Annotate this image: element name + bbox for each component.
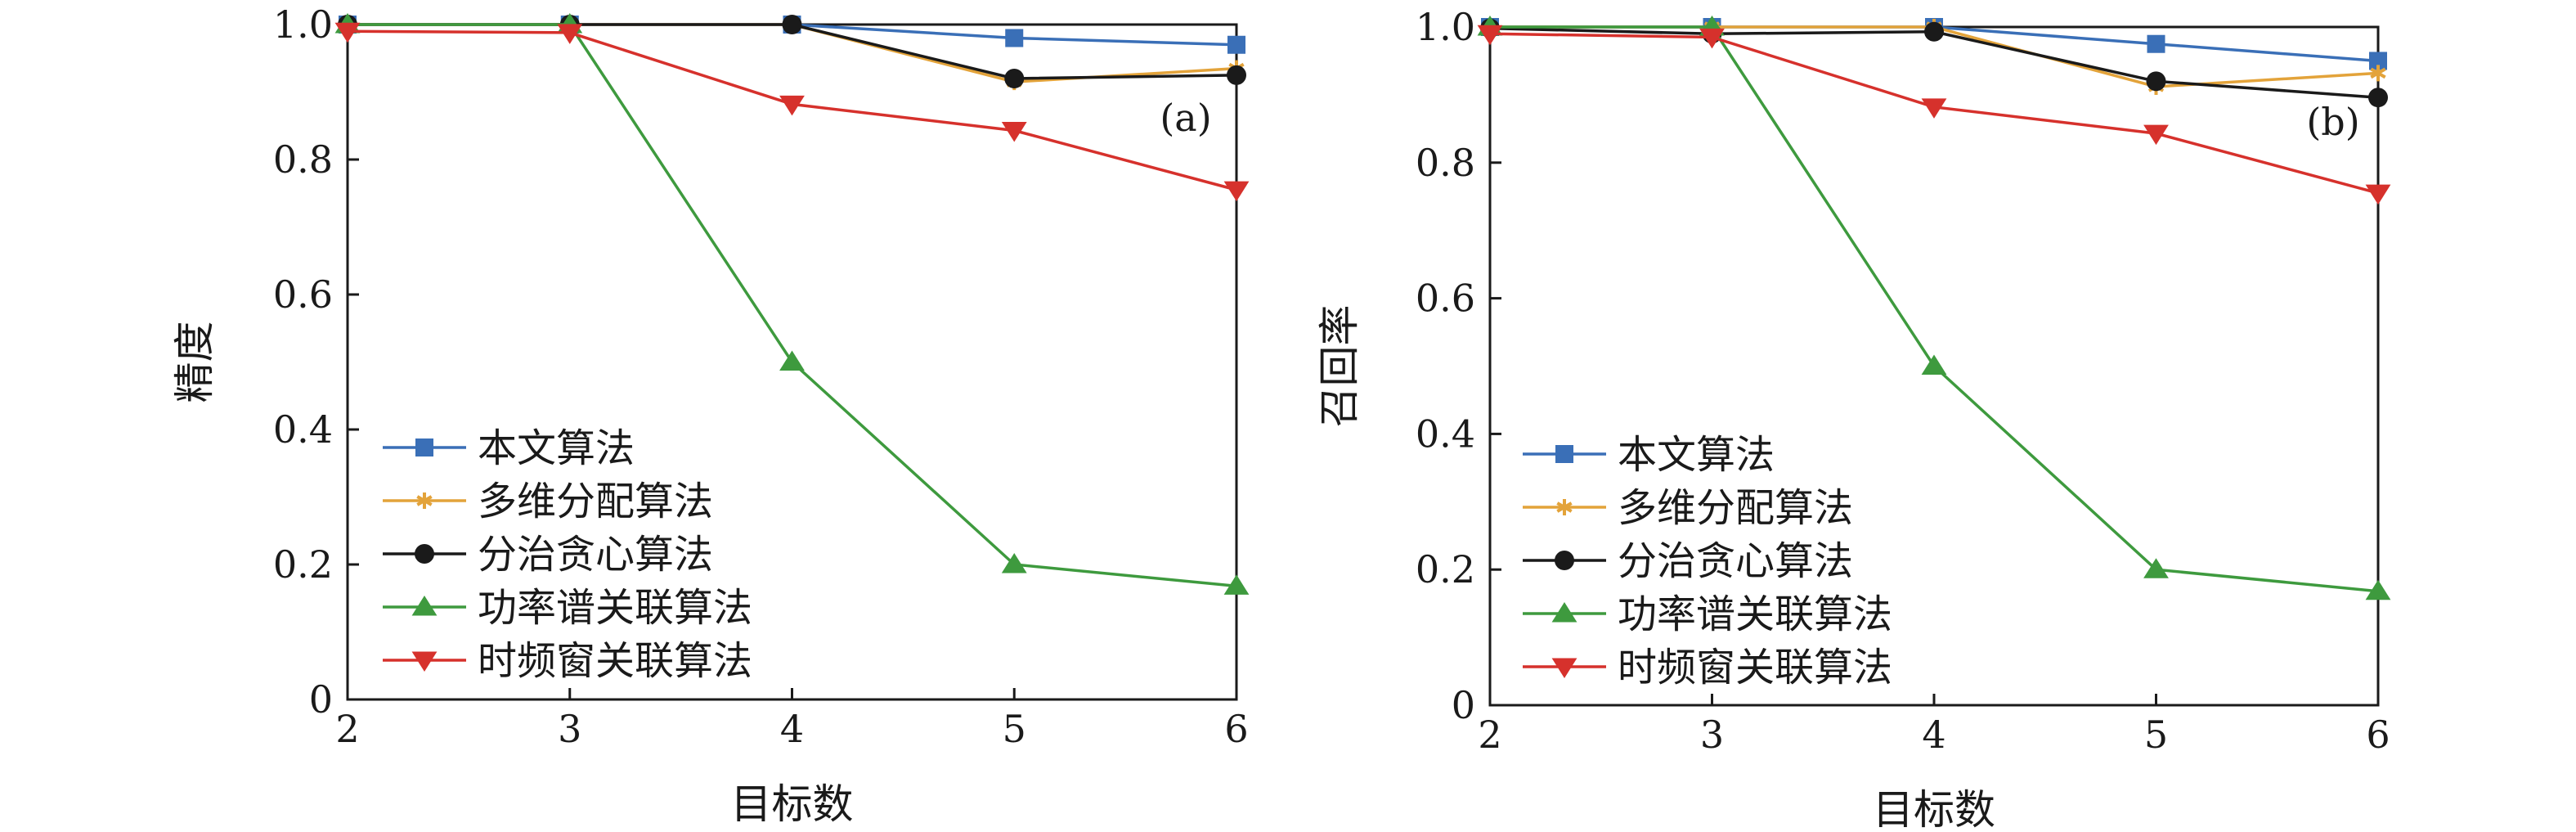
data-point	[2365, 579, 2391, 600]
x-tick-label: 4	[780, 707, 804, 751]
data-point	[1699, 28, 1725, 49]
legend-marker	[1556, 499, 1573, 515]
data-point	[2368, 88, 2388, 108]
y-axis-title: 精度	[171, 322, 218, 403]
legend-label: 多维分配算法	[1618, 485, 1853, 531]
legend-item: 分治贪心算法	[383, 532, 713, 578]
data-point	[557, 24, 583, 44]
legend-label: 时频窗关联算法	[1618, 645, 1892, 690]
legend-label: 时频窗关联算法	[478, 638, 752, 684]
legend-marker	[1551, 658, 1577, 678]
y-tick-label: 1.0	[273, 2, 333, 47]
legend-item: 本文算法	[1523, 432, 1775, 478]
legend-label: 分治贪心算法	[478, 532, 713, 578]
x-axis-title: 目标数	[731, 780, 854, 828]
x-tick-label: 6	[1224, 707, 1248, 751]
legend-marker	[1555, 445, 1573, 463]
series-circle	[1480, 18, 2388, 108]
panel-label: (a)	[1160, 96, 1211, 140]
x-tick-label: 4	[1922, 713, 1945, 757]
data-point	[1924, 21, 1944, 42]
series-triangle-down	[1477, 25, 2391, 205]
data-point	[1921, 354, 1947, 375]
data-point	[2143, 558, 2169, 578]
legend-item: 时频窗关联算法	[1523, 645, 1892, 690]
y-tick-label: 0.6	[1416, 277, 1475, 321]
legend-item: 本文算法	[383, 425, 635, 471]
data-point	[1477, 25, 1503, 46]
chart-panel-b: 2 3 4 5 6 0 0.2 0.4 0.6 0.8 1.0 目标数 召回率 (b) 本文算法多维分配算法…	[1316, 5, 2391, 832]
y-tick-label: 0.2	[273, 542, 333, 587]
x-axis-title: 目标数	[1873, 786, 1995, 828]
y-tick-label: 0.8	[1416, 141, 1475, 185]
data-point	[1005, 29, 1024, 47]
legend-label: 功率谱关联算法	[478, 585, 752, 631]
y-tick-label: 0.4	[273, 407, 333, 452]
legend-marker	[416, 492, 433, 509]
series-triangle-down	[334, 22, 1250, 202]
y-tick-label: 0	[309, 677, 333, 722]
data-point	[1004, 69, 1025, 88]
data-point	[2370, 65, 2386, 82]
data-point	[779, 95, 805, 116]
y-tick-label: 0.8	[273, 137, 333, 182]
legend-marker	[1555, 551, 1574, 570]
x-tick-label: 3	[1700, 713, 1724, 757]
data-point	[1227, 65, 1246, 85]
legend-item: 多维分配算法	[383, 479, 713, 524]
y-tick-label: 0.6	[273, 272, 333, 317]
data-point	[2365, 184, 2391, 205]
legend-label: 功率谱关联算法	[1618, 591, 1892, 637]
x-tick-label: 3	[558, 707, 581, 751]
data-point	[2143, 124, 2169, 146]
legend-item: 功率谱关联算法	[1523, 591, 1892, 637]
legend-marker	[415, 544, 434, 564]
legend-item: 多维分配算法	[1523, 485, 1853, 531]
legend-label: 多维分配算法	[478, 479, 713, 524]
y-tick-label: 0	[1452, 683, 1475, 727]
legend-marker	[411, 596, 438, 616]
data-point	[1001, 122, 1027, 142]
data-point	[2369, 52, 2387, 70]
chart-panel-a: 2 3 4 5 6 0 0.2 0.4 0.6 0.8 1.0 目标数 精度 (a) 本文算法多维分配算法分…	[171, 2, 1250, 828]
data-point	[334, 22, 361, 43]
x-tick-label: 2	[335, 707, 359, 751]
y-tick-label: 0.2	[1416, 547, 1475, 591]
data-point	[782, 15, 802, 34]
y-axis-title: 召回率	[1316, 305, 1363, 428]
legend-item: 功率谱关联算法	[383, 585, 752, 631]
data-point	[1921, 98, 1947, 119]
legend-marker	[415, 438, 433, 456]
legend-label: 分治贪心算法	[1618, 538, 1853, 584]
legend-item: 时频窗关联算法	[383, 638, 752, 684]
data-point	[779, 350, 805, 371]
legend-label: 本文算法	[478, 425, 635, 471]
panel-label: (b)	[2306, 100, 2359, 144]
data-point	[2147, 34, 2165, 53]
y-tick-label: 0.4	[1416, 412, 1475, 456]
legend-item: 分治贪心算法	[1523, 538, 1853, 584]
data-point	[1227, 35, 1245, 54]
legend-marker	[1551, 602, 1577, 623]
data-point	[1223, 574, 1250, 595]
x-tick-label: 5	[2144, 713, 2168, 757]
x-tick-label: 5	[1003, 707, 1026, 751]
data-point	[1223, 181, 1250, 202]
x-tick-label: 6	[2366, 713, 2390, 757]
y-tick-label: 1.0	[1416, 5, 1475, 49]
legend-marker	[411, 651, 438, 672]
x-tick-label: 2	[1478, 713, 1501, 757]
data-point	[2146, 71, 2166, 92]
legend-label: 本文算法	[1618, 432, 1775, 478]
data-point	[1001, 553, 1027, 573]
